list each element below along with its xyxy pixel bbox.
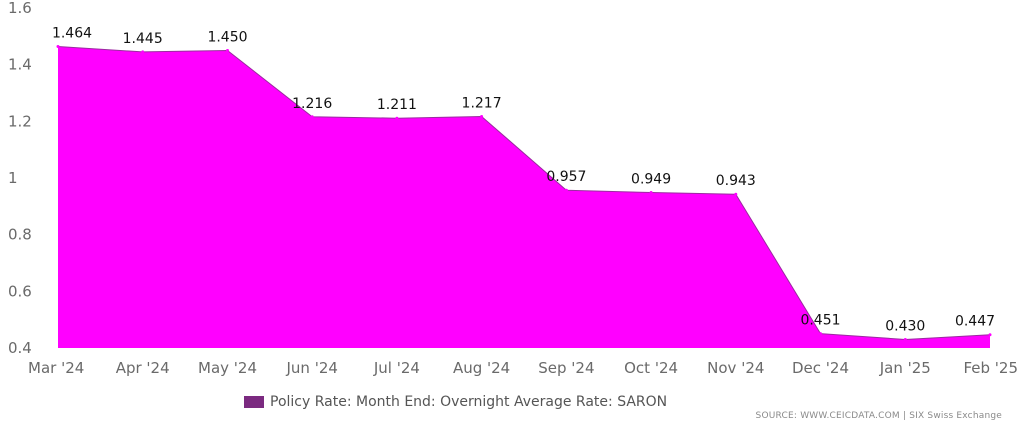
- y-tick-label: 0.8: [8, 226, 32, 244]
- data-point[interactable]: [564, 188, 568, 192]
- data-point[interactable]: [903, 338, 907, 341]
- area-layer: [56, 45, 992, 348]
- data-point[interactable]: [819, 332, 822, 336]
- data-point[interactable]: [56, 45, 60, 48]
- data-label: 1.216: [292, 96, 332, 112]
- data-point[interactable]: [734, 192, 738, 196]
- x-tick-label: Sep '24: [538, 359, 594, 377]
- data-label: 1.450: [207, 30, 247, 46]
- y-tick-label: 1.2: [8, 112, 32, 130]
- data-label: 1.445: [123, 31, 163, 47]
- data-label: 0.430: [885, 319, 925, 335]
- legend[interactable]: Policy Rate: Month End: Overnight Averag…: [244, 394, 667, 410]
- legend-label: Policy Rate: Month End: Overnight Averag…: [270, 394, 668, 410]
- series-line: [57, 46, 991, 341]
- data-label: 1.211: [377, 97, 417, 113]
- y-tick-label: 1.4: [8, 56, 32, 74]
- y-tick-label: 1.6: [8, 0, 32, 17]
- data-labels: 1.464 1.445 1.450 1.216 1.211 1.217 0.957 0.949…: [52, 26, 995, 335]
- data-point[interactable]: [649, 191, 653, 194]
- x-tick-label: Jul '24: [373, 359, 420, 377]
- data-label: 0.451: [800, 313, 840, 329]
- x-tick-label: Aug '24: [453, 359, 510, 377]
- x-tick-label: Feb '25: [963, 359, 1018, 377]
- data-label: 1.464: [52, 26, 92, 42]
- data-point[interactable]: [141, 50, 145, 54]
- data-label: 0.949: [631, 172, 671, 188]
- data-point[interactable]: [988, 333, 992, 337]
- x-axis: Mar '24 Apr '24 May '24 Jun '24 Jul '24 Aug '…: [28, 359, 1018, 377]
- x-tick-label: Mar '24: [28, 359, 84, 377]
- x-tick-label: Jun '24: [285, 359, 337, 377]
- y-tick-label: 1: [8, 169, 18, 187]
- x-tick-label: Dec '24: [792, 359, 849, 377]
- y-axis: 0.4 0.6 0.8 1 1.2 1.4 1.6: [8, 0, 32, 357]
- data-point[interactable]: [480, 115, 484, 118]
- source-note: SOURCE: WWW.CEICDATA.COM | SIX Swiss Exc…: [755, 411, 1002, 421]
- x-tick-label: Oct '24: [624, 359, 678, 377]
- area-fill: [58, 46, 990, 348]
- y-tick-label: 0.6: [8, 282, 32, 300]
- x-tick-label: May '24: [198, 359, 257, 377]
- data-label: 0.447: [955, 314, 995, 330]
- legend-swatch: [244, 396, 264, 408]
- data-point[interactable]: [395, 116, 399, 120]
- data-label: 0.943: [716, 173, 756, 189]
- data-point[interactable]: [310, 115, 314, 119]
- y-tick-label: 0.4: [8, 339, 32, 357]
- data-point[interactable]: [226, 49, 229, 52]
- data-label: 0.957: [546, 169, 586, 185]
- x-tick-label: Apr '24: [116, 359, 170, 377]
- x-tick-label: Jan '25: [879, 359, 931, 377]
- x-tick-label: Nov '24: [707, 359, 764, 377]
- data-label: 1.217: [462, 96, 502, 112]
